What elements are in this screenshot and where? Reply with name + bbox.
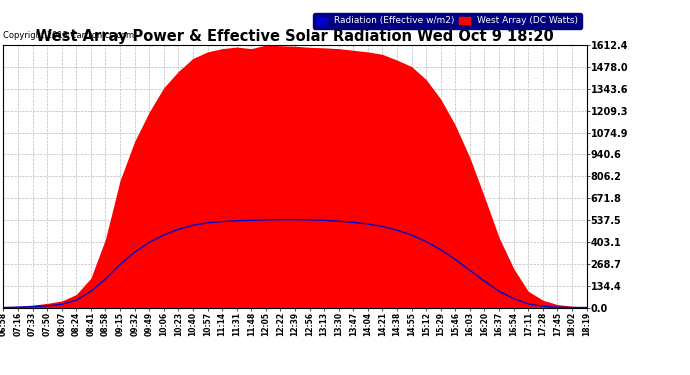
Text: Copyright 2013 Cartronics.com: Copyright 2013 Cartronics.com [3, 31, 135, 40]
Legend: Radiation (Effective w/m2), West Array (DC Watts): Radiation (Effective w/m2), West Array (… [313, 13, 582, 29]
Title: West Array Power & Effective Solar Radiation Wed Oct 9 18:20: West Array Power & Effective Solar Radia… [36, 29, 554, 44]
